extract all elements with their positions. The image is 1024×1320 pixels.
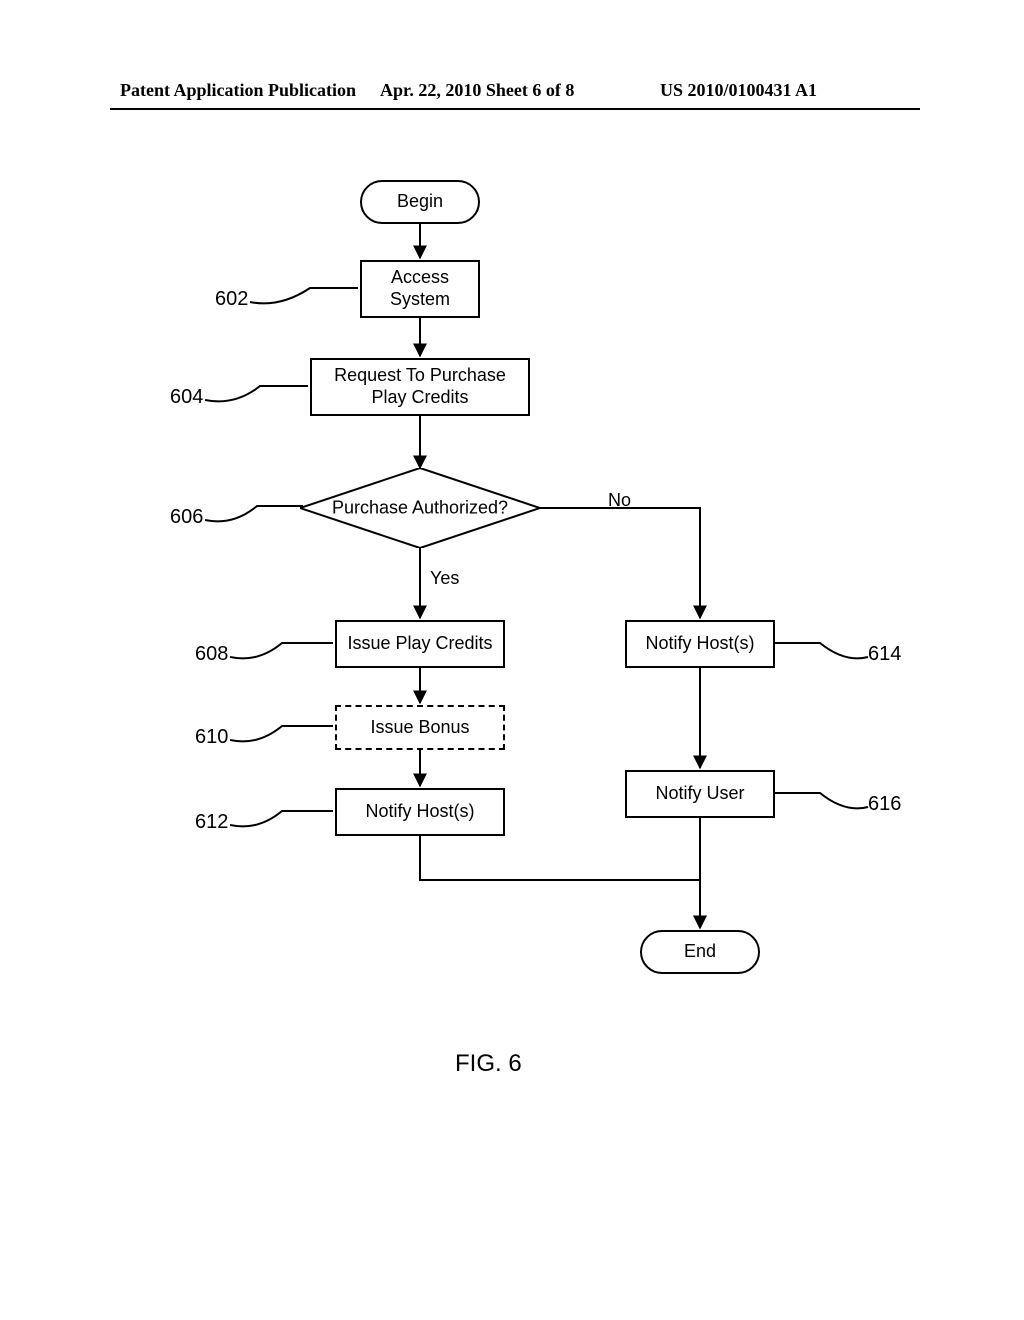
process-614-label: Notify Host(s)	[645, 633, 754, 655]
process-608: Issue Play Credits	[335, 620, 505, 668]
ref-callout-608	[230, 625, 335, 665]
process-612-label: Notify Host(s)	[365, 801, 474, 823]
header-rule	[110, 108, 920, 110]
terminator-begin-label: Begin	[397, 191, 443, 213]
ref-callout-616	[775, 775, 870, 815]
ref-callout-602	[250, 270, 360, 310]
ref-604: 604	[170, 386, 203, 409]
header-left: Patent Application Publication	[120, 80, 356, 101]
edge-label-no: No	[608, 490, 631, 511]
ref-612: 612	[195, 811, 228, 834]
terminator-end-label: End	[684, 941, 716, 963]
process-602: Access System	[360, 260, 480, 318]
ref-608: 608	[195, 643, 228, 666]
process-604: Request To Purchase Play Credits	[310, 358, 530, 416]
process-610-label: Issue Bonus	[370, 717, 469, 739]
decision-606-label: Purchase Authorized?	[332, 498, 508, 519]
figure-label: FIG. 6	[455, 1050, 522, 1078]
ref-614: 614	[868, 643, 901, 666]
process-612: Notify Host(s)	[335, 788, 505, 836]
ref-616: 616	[868, 793, 901, 816]
terminator-begin: Begin	[360, 180, 480, 224]
header-right: US 2010/0100431 A1	[660, 80, 817, 101]
process-614: Notify Host(s)	[625, 620, 775, 668]
ref-callout-610	[230, 710, 335, 748]
terminator-end: End	[640, 930, 760, 974]
process-602-label: Access System	[390, 267, 450, 310]
ref-callout-614	[775, 625, 870, 665]
flowchart-edges	[0, 170, 1024, 1070]
process-610: Issue Bonus	[335, 705, 505, 750]
ref-callout-604	[205, 368, 310, 408]
process-616-label: Notify User	[655, 783, 744, 805]
process-616: Notify User	[625, 770, 775, 818]
process-604-label: Request To Purchase Play Credits	[334, 365, 506, 408]
process-608-label: Issue Play Credits	[347, 633, 492, 655]
flowchart: Begin Access System 602 Request To Purch…	[0, 170, 1024, 1070]
header-center: Apr. 22, 2010 Sheet 6 of 8	[380, 80, 574, 101]
ref-callout-612	[230, 793, 335, 833]
edge-label-yes: Yes	[430, 568, 459, 589]
ref-606: 606	[170, 506, 203, 529]
ref-610: 610	[195, 726, 228, 749]
ref-callout-606	[205, 488, 305, 528]
decision-606: Purchase Authorized?	[300, 468, 540, 548]
ref-602: 602	[215, 288, 248, 311]
